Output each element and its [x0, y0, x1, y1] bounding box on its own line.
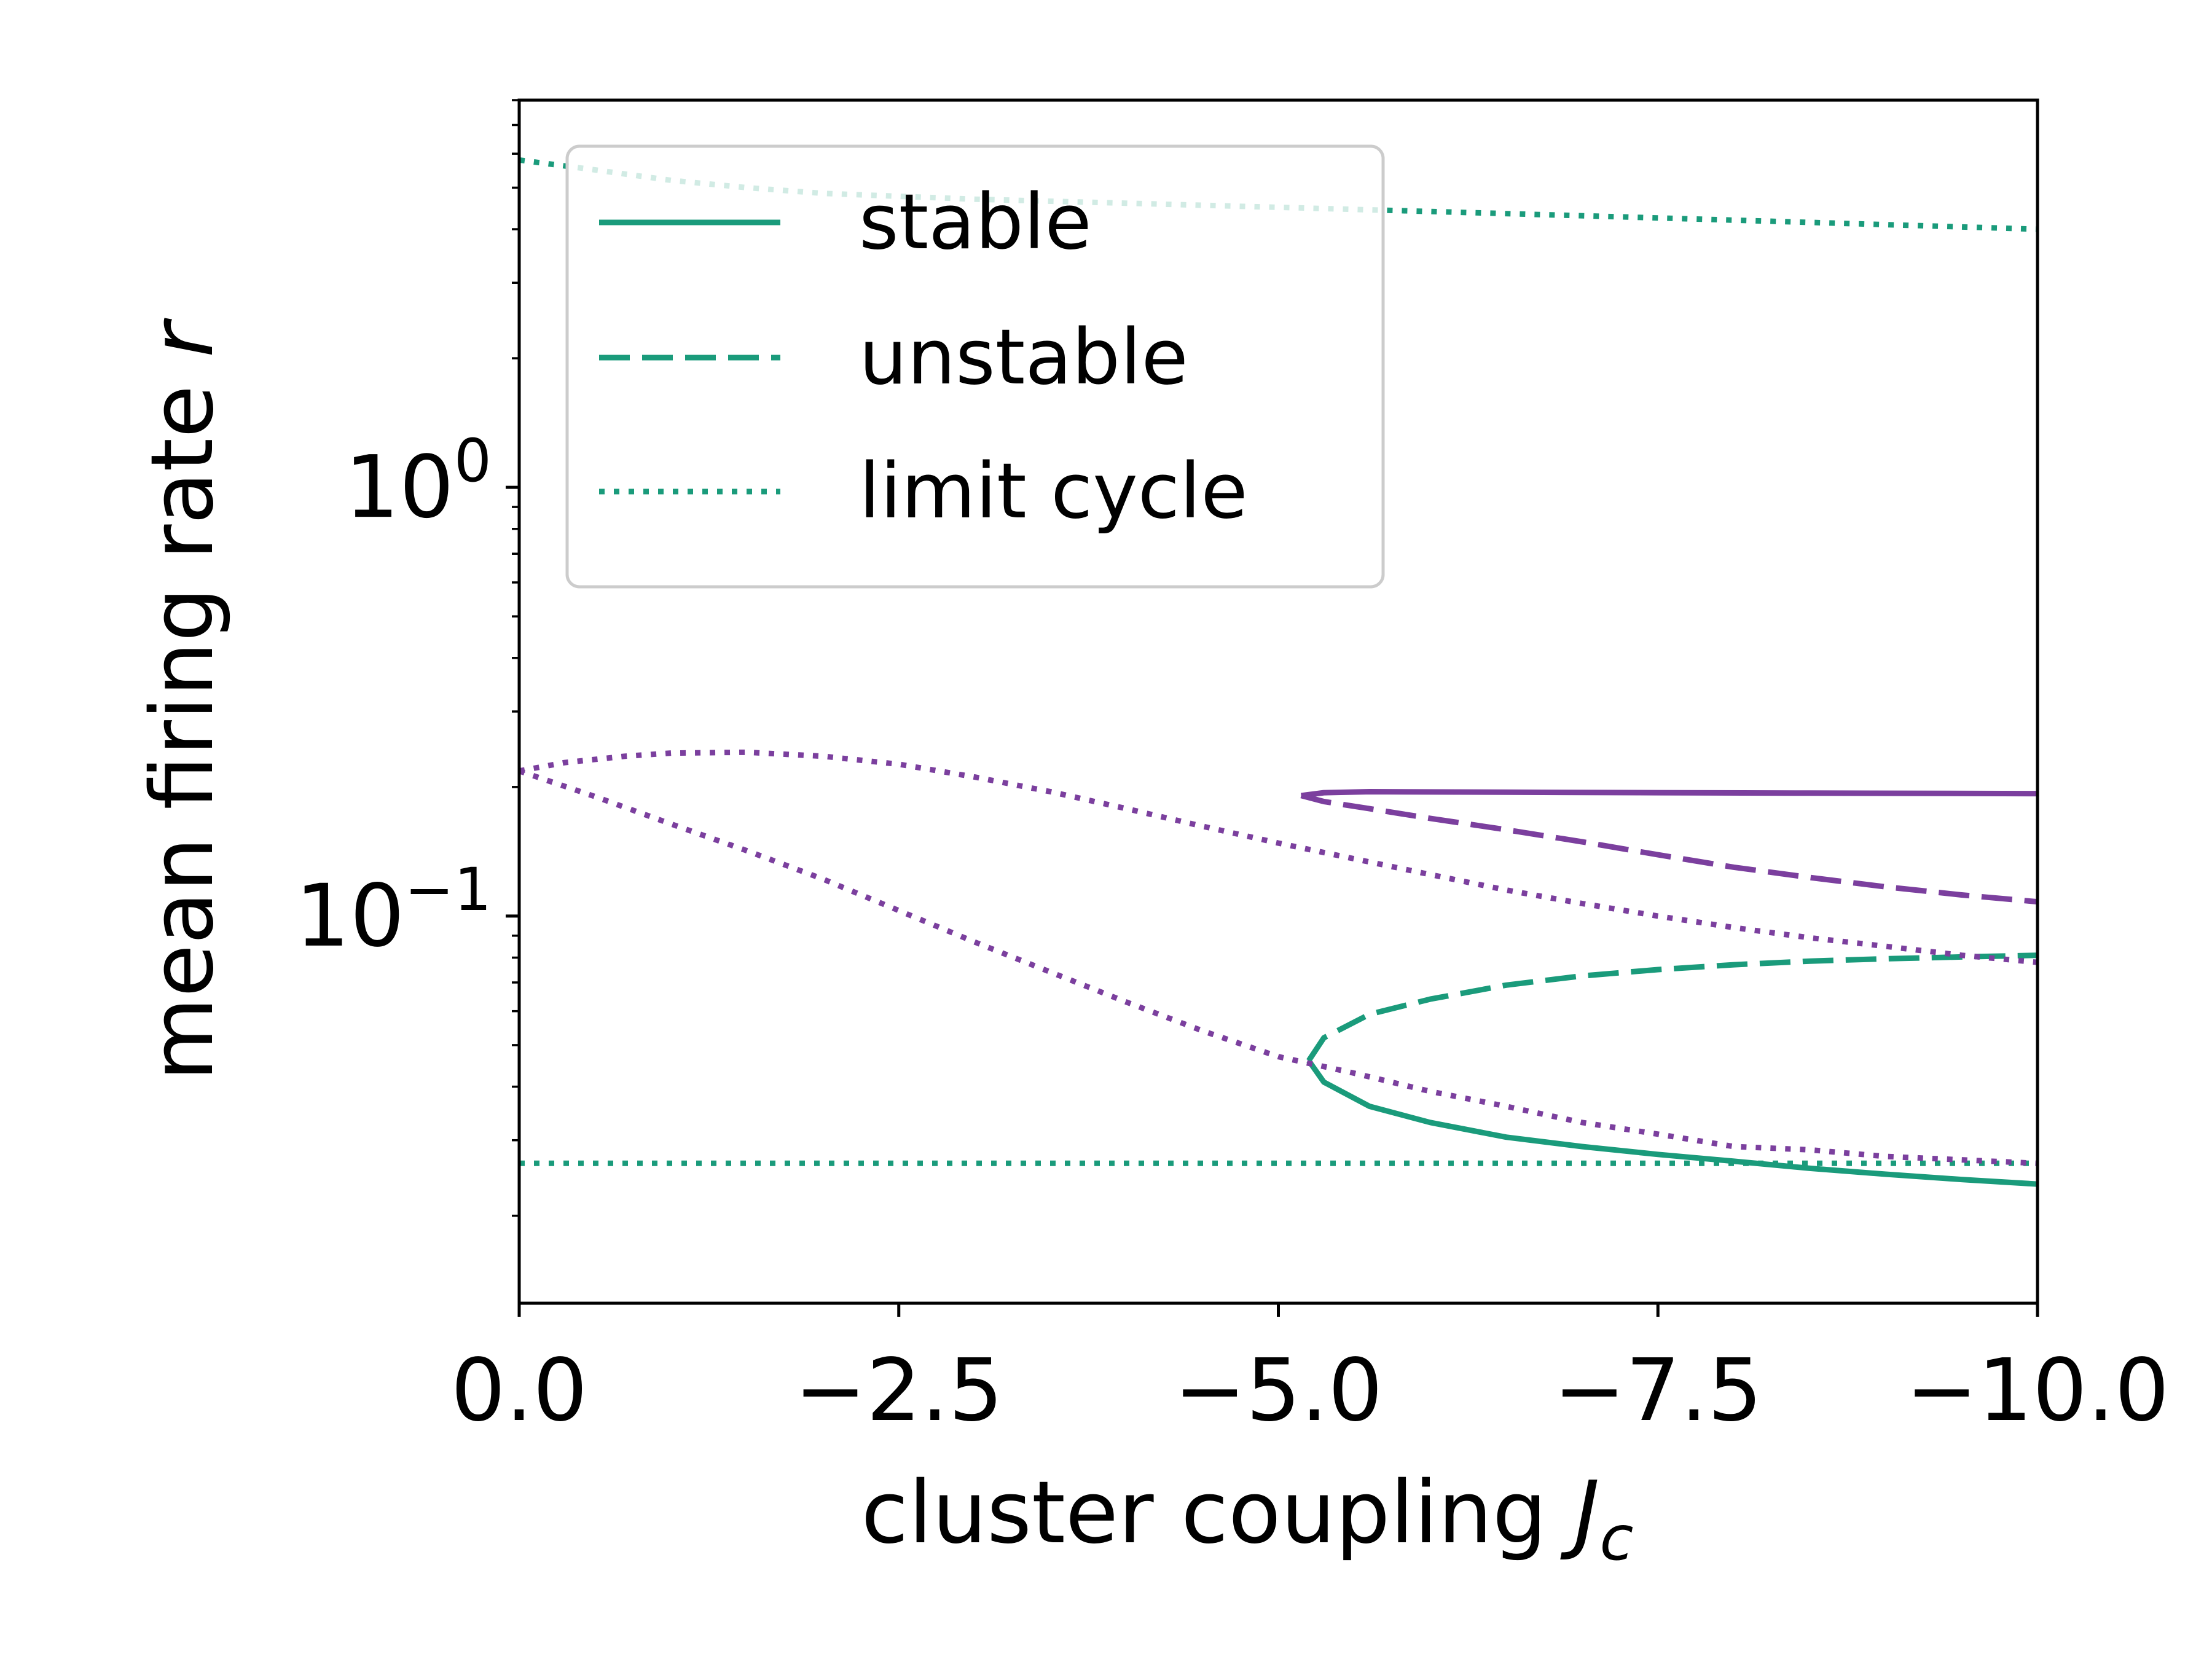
- series-line-purple-dashed-5: [1300, 793, 2038, 905]
- legend-label-solid: stable: [859, 178, 1092, 267]
- x-axis-ticks: 0.0 −2.5 −5.0 −7.5 −10.0: [451, 1303, 2170, 1441]
- y-axis-ticks: 100 10−1: [295, 99, 519, 1217]
- x-axis-subscript: c: [1600, 1502, 1634, 1574]
- legend-label-dashed: unstable: [859, 313, 1188, 402]
- x-axis-title: cluster coupling Jc: [861, 1463, 1633, 1574]
- x-tick-label: −2.5: [794, 1341, 1003, 1441]
- series-line-green-dashed-3: [1306, 952, 2038, 1062]
- x-axis-symbol: J: [1560, 1463, 1599, 1563]
- y-axis-symbol: r: [133, 318, 233, 358]
- y-axis-title-text: mean firing rate: [133, 385, 233, 1081]
- y-tick-label: 100: [345, 426, 492, 538]
- series-line-purple-dotted-6: [519, 749, 2038, 965]
- x-tick-label: −5.0: [1174, 1341, 1383, 1441]
- legend-label-dotted: limit cycle: [859, 447, 1248, 536]
- series-line-purple-solid-4: [1301, 789, 2038, 799]
- x-tick-label: −7.5: [1553, 1341, 1762, 1441]
- legend: stable unstable limit cycle: [565, 144, 1385, 589]
- x-axis-title-text: cluster coupling: [861, 1463, 1547, 1563]
- y-axis-title: mean firing rate r: [133, 318, 233, 1081]
- legend-frame: [565, 144, 1385, 589]
- y-tick-label: 10−1: [295, 855, 492, 967]
- series-line-purple-dotted-7: [518, 768, 2038, 1166]
- x-tick-label: 0.0: [451, 1341, 588, 1441]
- x-tick-label: −10.0: [1905, 1341, 2169, 1441]
- series-line-green-solid-2: [1306, 1059, 2038, 1187]
